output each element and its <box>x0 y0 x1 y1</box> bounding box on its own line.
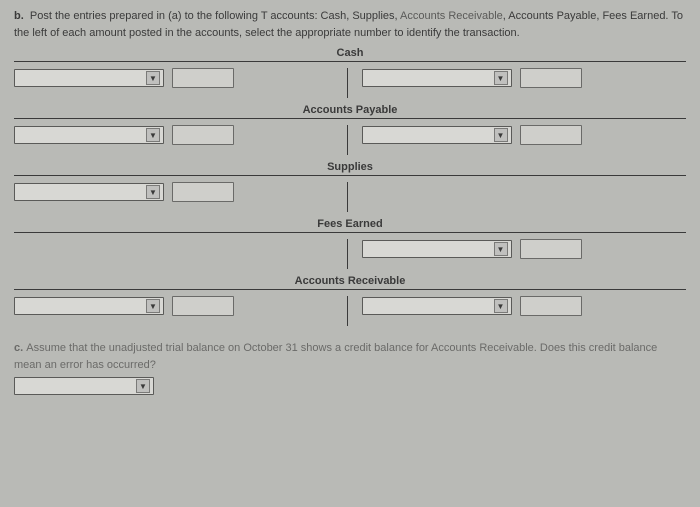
transaction-id-dropdown[interactable]: ▼ <box>14 69 164 87</box>
transaction-id-dropdown[interactable]: ▼ <box>362 297 512 315</box>
t-account-divider <box>347 296 348 326</box>
instruction-b: b. Post the entries prepared in (a) to t… <box>14 8 686 41</box>
transaction-id-dropdown[interactable]: ▼ <box>14 183 164 201</box>
t-account-title: Fees Earned <box>14 218 686 230</box>
t-account-divider <box>347 125 348 155</box>
instruction-c: c. Assume that the unadjusted trial bala… <box>14 340 686 373</box>
transaction-id-dropdown[interactable]: ▼ <box>14 297 164 315</box>
chevron-down-icon: ▼ <box>136 379 150 393</box>
t-account: Accounts Payable▼▼ <box>14 104 686 155</box>
t-account: Accounts Receivable▼▼ <box>14 275 686 326</box>
part-c-text: Assume that the unadjusted trial balance… <box>14 342 657 371</box>
chevron-down-icon: ▼ <box>494 299 508 313</box>
t-account-title: Supplies <box>14 161 686 173</box>
credit-amount-input[interactable] <box>520 125 582 145</box>
t-account-grid: ▼▼ <box>14 118 686 155</box>
part-c-label: c. <box>14 342 23 354</box>
chevron-down-icon: ▼ <box>494 242 508 256</box>
credit-amount-input[interactable] <box>520 296 582 316</box>
debit-amount-input[interactable] <box>172 182 234 202</box>
t-account-divider <box>347 239 348 269</box>
credit-amount-input[interactable] <box>520 239 582 259</box>
chevron-down-icon: ▼ <box>146 185 160 199</box>
t-account-grid: ▼▼ <box>14 289 686 326</box>
t-account: Cash▼▼ <box>14 47 686 98</box>
instruction-text-1: Post the entries prepared in (a) to the … <box>30 10 400 22</box>
t-account-grid: ▼▼ <box>14 61 686 98</box>
accounts-receivable-link: Accounts Receivable <box>400 10 503 22</box>
chevron-down-icon: ▼ <box>494 71 508 85</box>
t-account-title: Cash <box>14 47 686 59</box>
t-account: Supplies ▼ <box>14 161 686 212</box>
transaction-id-dropdown[interactable]: ▼ <box>362 69 512 87</box>
transaction-id-dropdown[interactable]: ▼ <box>362 240 512 258</box>
t-account-divider <box>347 182 348 212</box>
chevron-down-icon: ▼ <box>146 299 160 313</box>
transaction-id-dropdown[interactable]: ▼ <box>362 126 512 144</box>
credit-amount-input[interactable] <box>520 68 582 88</box>
debit-amount-input[interactable] <box>172 296 234 316</box>
transaction-id-dropdown[interactable]: ▼ <box>14 126 164 144</box>
debit-amount-input[interactable] <box>172 68 234 88</box>
debit-amount-input[interactable] <box>172 125 234 145</box>
chevron-down-icon: ▼ <box>146 71 160 85</box>
t-account-title: Accounts Payable <box>14 104 686 116</box>
chevron-down-icon: ▼ <box>494 128 508 142</box>
chevron-down-icon: ▼ <box>146 128 160 142</box>
part-b-label: b. <box>14 10 24 22</box>
t-account-grid: ▼ <box>14 232 686 269</box>
t-account-grid: ▼ <box>14 175 686 212</box>
t-account-divider <box>347 68 348 98</box>
t-account-title: Accounts Receivable <box>14 275 686 287</box>
t-account: Fees Earned ▼ <box>14 218 686 269</box>
part-c-answer-dropdown[interactable]: ▼ <box>14 377 154 395</box>
